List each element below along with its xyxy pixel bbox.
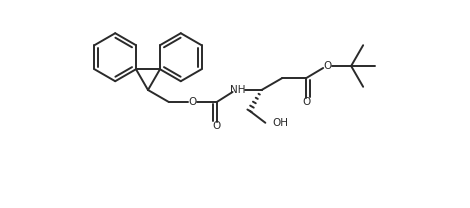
Text: O: O (212, 121, 221, 131)
Text: O: O (323, 61, 331, 71)
Text: O: O (302, 97, 311, 107)
Text: O: O (188, 97, 197, 107)
Text: OH: OH (272, 118, 289, 128)
Text: NH: NH (230, 85, 245, 95)
